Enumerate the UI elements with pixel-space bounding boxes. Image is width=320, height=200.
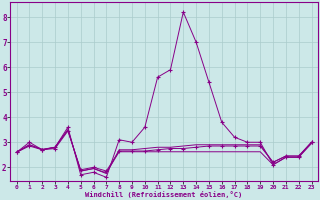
X-axis label: Windchill (Refroidissement éolien,°C): Windchill (Refroidissement éolien,°C) xyxy=(85,191,243,198)
